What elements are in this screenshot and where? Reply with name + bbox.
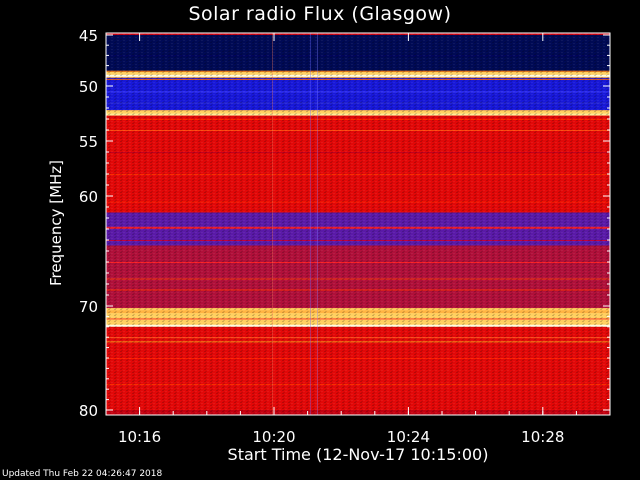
- y-tick-label: 80: [79, 402, 98, 420]
- y-axis-label: Frequency [MHz]: [47, 159, 65, 287]
- y-tick-label: 50: [79, 78, 98, 96]
- updated-timestamp: Updated Thu Feb 22 04:26:47 2018: [2, 469, 163, 479]
- y-tick-label: 55: [79, 133, 98, 151]
- chart-title: Solar radio Flux (Glasgow): [188, 3, 452, 25]
- x-tick-label: 10:20: [252, 428, 295, 446]
- y-tick-label: 45: [79, 27, 98, 45]
- x-tick-label: 10:28: [521, 428, 564, 446]
- noise-texture: [106, 33, 610, 415]
- y-axis-ticks: 45 50 55 60 70 80: [79, 27, 610, 420]
- x-axis-label: Start Time (12-Nov-17 10:15:00): [227, 445, 489, 464]
- x-axis-ticks: 10:16 10:20 10:24 10:28: [105, 33, 611, 446]
- x-tick-label: 10:16: [118, 428, 161, 446]
- x-tick-label: 10:24: [387, 428, 430, 446]
- y-tick-label: 60: [79, 188, 98, 206]
- plot-frame: [105, 32, 611, 416]
- y-tick-label: 70: [79, 298, 98, 316]
